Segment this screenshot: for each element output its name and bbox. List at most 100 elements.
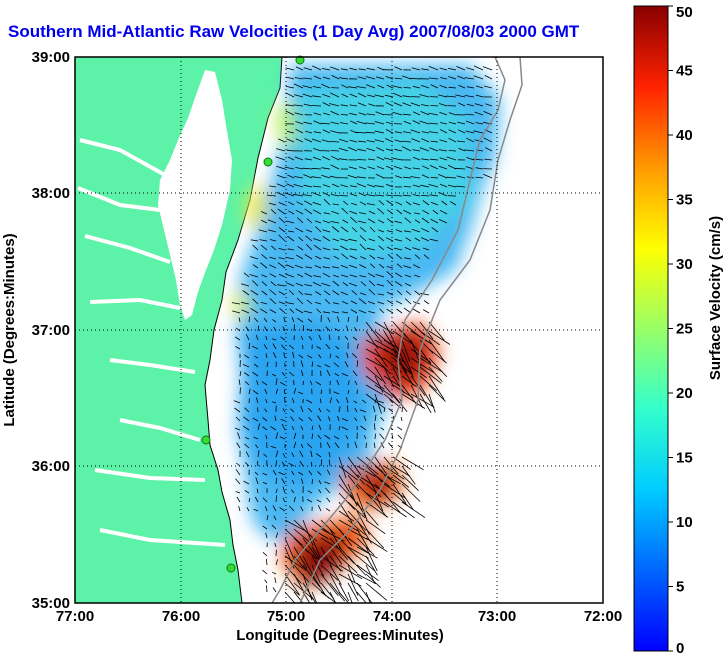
velocity-vector [266,515,269,521]
velocity-vector [325,508,331,512]
velocity-vector [385,165,394,170]
velocity-vector [422,247,430,251]
velocity-vector [372,405,376,413]
velocity-vector [308,417,313,422]
velocity-vector [423,300,430,305]
velocity-vector [317,505,322,512]
velocity-vector [394,131,403,134]
velocity-vector [428,330,451,345]
velocity-vector [395,175,403,179]
velocity-vector [264,388,268,395]
velocity-vector [410,176,421,179]
velocity-vector [252,280,259,287]
velocity-vector [296,254,304,260]
velocity-vector [330,121,340,125]
velocity-vector [446,176,457,179]
velocity-vector [374,321,395,335]
velocity-vector [341,301,349,305]
velocity-vector [379,433,385,440]
velocity-vector [231,302,241,305]
velocity-vector [311,425,314,431]
velocity-vector [410,393,435,408]
velocity-vector [313,275,322,278]
velocity-vector [374,357,391,375]
velocity-vector [284,591,296,603]
velocity-vector [307,354,313,359]
velocity-vector [392,111,403,116]
velocity-vector [318,489,322,494]
velocity-vector [260,262,268,269]
velocity-vector [300,360,304,368]
velocity-vector [335,345,340,350]
velocity-vector [428,131,439,134]
velocity-vector [421,68,430,71]
velocity-vector [279,507,286,512]
velocity-vector [303,103,313,107]
velocity-vector [277,262,286,269]
velocity-vector [370,263,376,269]
velocity-vector [338,456,347,479]
velocity-vector [302,564,321,588]
velocity-vector [474,103,484,107]
velocity-vector [414,290,421,296]
colorbar-tick-label: 50 [676,4,693,21]
velocity-vector [308,336,313,341]
velocity-vector [349,264,358,269]
velocity-vector [447,164,457,170]
velocity-vector [354,417,358,422]
velocity-vector [311,564,321,584]
velocity-vector [323,257,331,260]
velocity-vector [260,301,268,305]
velocity-vector [466,137,475,143]
velocity-vector [429,238,439,242]
velocity-vector [322,102,331,107]
velocity-vector [403,230,412,233]
velocity-vector [420,111,430,116]
velocity-vector [428,184,439,188]
velocity-vector [356,546,378,559]
velocity-vector [263,344,268,350]
velocity-vector [412,308,421,314]
velocity-vector [439,139,448,143]
velocity-vector [346,405,349,413]
velocity-vector [349,93,358,98]
velocity-vector [349,210,358,215]
velocity-vector [385,76,394,80]
velocity-vector [262,525,268,530]
velocity-vector [263,317,268,323]
velocity-vector [338,492,355,510]
velocity-vector [376,166,385,170]
velocity-vector [320,459,323,467]
velocity-vector [359,409,367,413]
velocity-vector [320,519,336,535]
velocity-vector [266,194,277,197]
velocity-vector [258,229,268,233]
velocity-vector [331,183,340,188]
velocity-vector [272,343,277,350]
velocity-vector [347,174,358,179]
velocity-vector [473,130,484,134]
velocity-vector [338,158,349,161]
velocity-vector [410,384,424,409]
velocity-vector [282,453,286,458]
velocity-vector [304,293,313,296]
velocity-vector [419,330,440,346]
velocity-vector [360,256,367,260]
velocity-vector [286,130,295,134]
velocity-vector [374,433,376,440]
velocity-vector [383,393,402,409]
velocity-vector [422,200,430,206]
velocity-vector [289,308,295,314]
velocity-vector [287,230,295,233]
velocity-vector [244,381,250,386]
velocity-vector [328,416,331,422]
velocity-vector [367,158,376,161]
x-tick-label: 75:00 [267,608,305,625]
velocity-vector [419,147,430,152]
velocity-vector [419,384,434,408]
velocity-vector [287,156,295,161]
velocity-vector [262,569,268,575]
velocity-vector [411,138,421,143]
velocity-vector [300,335,304,341]
velocity-vector [475,167,484,170]
